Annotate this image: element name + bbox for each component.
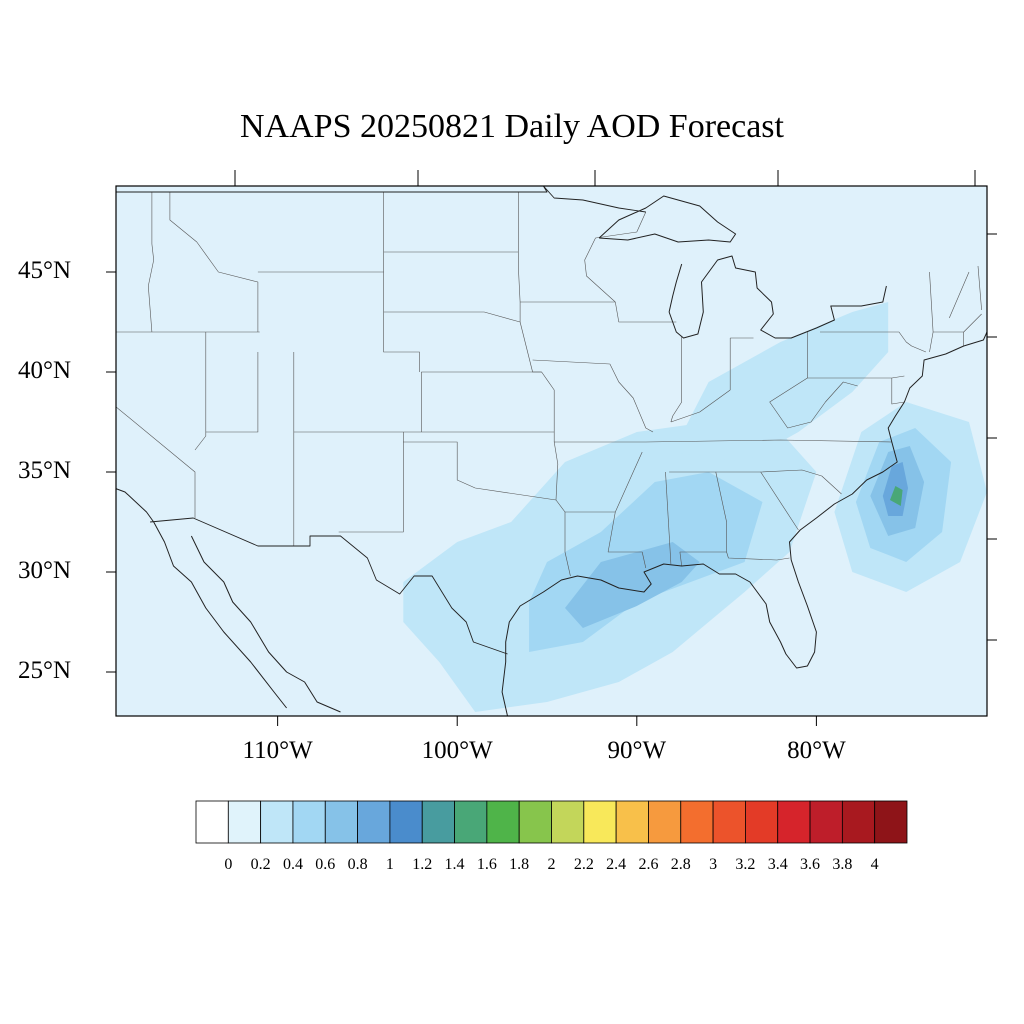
colorbar-swatch: [389, 800, 423, 844]
colorbar-label: 2.2: [573, 856, 594, 873]
state-boundary-6: [383, 192, 420, 372]
state-boundary-41: [977, 265, 982, 311]
state-boundary-20: [565, 451, 643, 513]
colorbar-label: 0.2: [250, 856, 271, 873]
state-boundary-29: [670, 336, 683, 423]
colorbar-label: 2.4: [606, 856, 627, 873]
lat-label: 25°N: [18, 657, 72, 684]
state-boundary-19: [554, 439, 892, 443]
state-boundary-10: [338, 432, 404, 533]
lon-label: 100°W: [421, 737, 493, 764]
aod-layer: [403, 302, 987, 712]
colorbar-swatch: [874, 800, 908, 844]
state-boundary-42: [584, 211, 647, 303]
colorbar-swatch: [454, 800, 488, 844]
state-boundary-36: [891, 378, 905, 405]
state-boundary-33: [769, 332, 858, 429]
colorbar-swatch: [292, 800, 326, 844]
colorbar-swatch: [648, 800, 682, 844]
colorbar-swatch: [227, 800, 262, 844]
aod-area-atlantic-plume-peak: [890, 486, 903, 506]
state-boundary-16: [403, 441, 557, 501]
state-boundary-4: [169, 192, 259, 332]
colorbar-swatch: [421, 800, 455, 844]
colorbar-swatch: [551, 800, 585, 844]
colorbar-label: 1.4: [444, 856, 465, 873]
coastline-4: [598, 195, 737, 243]
colorbar-label: 3.2: [735, 856, 756, 873]
colorbar-swatch: [486, 800, 520, 844]
state-boundary-3: [194, 332, 207, 451]
lon-label: 90°W: [607, 737, 667, 764]
state-boundary-21: [607, 511, 647, 569]
state-boundary-18: [532, 359, 610, 365]
colorbar-label: 1: [385, 856, 394, 873]
colorbar-swatch: [777, 800, 811, 844]
lon-label: 110°W: [242, 737, 313, 764]
state-boundary-26: [760, 469, 842, 495]
colorbar-label: 2: [547, 856, 556, 873]
colorbar-label: 0.8: [347, 856, 368, 873]
country-border-0: [116, 186, 646, 213]
boundary-lines: [116, 186, 987, 716]
colorbar-label: 1.6: [476, 856, 497, 873]
lat-label: 35°N: [18, 457, 72, 484]
colorbar-swatch: [518, 800, 552, 844]
state-boundary-28: [609, 363, 654, 433]
aod-area-southeast-high: [565, 542, 700, 628]
map-title: NAAPS 20250821 Daily AOD Forecast: [240, 108, 784, 145]
lat-label: 30°N: [18, 557, 72, 584]
colorbar-label: 3: [709, 856, 718, 873]
aod-area-ohio-valley-low: [672, 302, 889, 462]
colorbar-swatch: [809, 800, 843, 844]
colorbar-label: 0.4: [282, 856, 303, 873]
colorbar-label: 2.8: [670, 856, 691, 873]
colorbar-swatch: [841, 800, 876, 844]
coastline-2: [501, 331, 987, 716]
country-border-1: [150, 517, 508, 655]
colorbar-swatch: [324, 800, 358, 844]
state-boundary-0: [148, 192, 154, 333]
lat-label: 40°N: [18, 357, 72, 384]
colorbar-swatch: [195, 800, 229, 844]
coastline-3: [668, 255, 887, 339]
state-boundary-22: [665, 471, 672, 565]
axis-ticks: [106, 170, 997, 726]
coastline-5: [668, 263, 683, 313]
lat-label: 45°N: [18, 257, 72, 284]
state-boundary-23: [669, 471, 727, 567]
state-boundary-35: [820, 331, 927, 353]
state-boundary-40: [949, 271, 970, 319]
lon-label: 80°W: [787, 737, 846, 764]
colorbar-swatch: [357, 800, 391, 844]
colorbar-swatch: [745, 800, 779, 844]
colorbar-swatch: [583, 800, 617, 844]
map-frame: [115, 185, 988, 717]
colorbar-label: 2.6: [638, 856, 659, 873]
state-boundary-12: [383, 311, 521, 323]
state-boundary-27: [615, 301, 677, 323]
state-boundary-24: [726, 551, 790, 561]
coastline-0: [116, 488, 287, 709]
colorbar-swatch: [260, 800, 294, 844]
colorbar-label: 4: [870, 856, 879, 873]
coastline-1: [190, 535, 341, 713]
colorbar-swatch: [615, 800, 649, 844]
colorbar-label: 0: [224, 856, 233, 873]
colorbar-label: 3.8: [832, 856, 853, 873]
state-boundary-30: [670, 389, 731, 423]
colorbar-label: 1.2: [412, 856, 433, 873]
state-boundary-7: [205, 352, 259, 433]
colorbar-label: 0.6: [315, 856, 336, 873]
colorbar-swatch: [712, 800, 746, 844]
colorbar-label: 1.8: [509, 856, 530, 873]
colorbar-label: 3.4: [767, 856, 788, 873]
colorbar-label: 3.6: [800, 856, 821, 873]
state-boundary-2: [116, 406, 196, 518]
colorbar: [195, 800, 908, 844]
colorbar-swatch: [680, 800, 714, 844]
